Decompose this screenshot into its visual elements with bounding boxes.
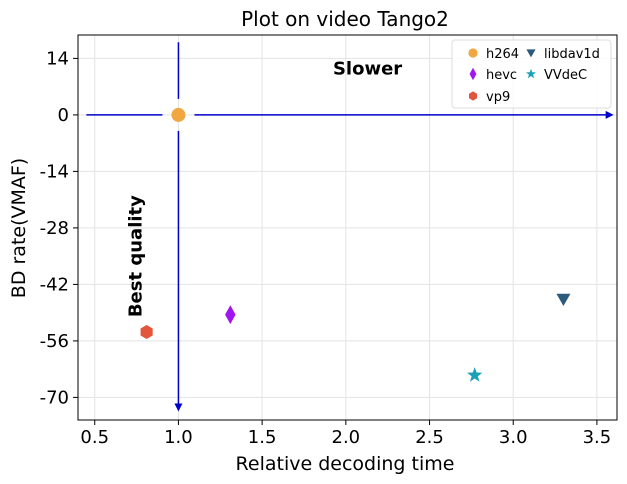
- VVdeC-legend-marker: [525, 68, 537, 79]
- y-tick-label: 0: [58, 105, 69, 126]
- y-tick-label: 14: [46, 48, 69, 69]
- y-tick-label: -42: [40, 274, 69, 295]
- h264-point: [171, 107, 186, 122]
- h264-legend-marker: [468, 48, 478, 58]
- slower-annotation: Slower: [333, 59, 402, 80]
- best-quality-annotation: Best quality: [126, 195, 147, 317]
- y-tick-label: -14: [40, 161, 69, 182]
- vp9-legend-marker: [469, 91, 477, 101]
- y-tick-label: -28: [40, 218, 69, 239]
- x-tick-label: 0.5: [80, 427, 109, 448]
- legend-label: hevc: [486, 68, 517, 83]
- data-points: [140, 107, 571, 382]
- hevc-legend-marker: [469, 67, 477, 81]
- legend-item-h264: h264: [468, 47, 519, 62]
- legend-item-vp9: vp9: [469, 90, 510, 105]
- x-tick-label: 3.5: [583, 427, 612, 448]
- vp9-point: [140, 325, 153, 340]
- libdav1d-point: [556, 293, 571, 306]
- legend-item-VVdeC: VVdeC: [525, 68, 587, 83]
- libdav1d-legend-marker: [526, 49, 536, 58]
- legend-label: h264: [486, 47, 519, 62]
- legend-item-hevc: hevc: [469, 67, 517, 83]
- y-axis-ticks: 14 0 -14 -28 -42 -56 -70: [40, 48, 78, 408]
- down-arrowhead: [174, 403, 183, 412]
- x-axis-ticks: 0.5 1.0 1.5 2.0 2.5 3.0 3.5: [80, 420, 611, 448]
- legend: h264 hevc vp9 libdav1d VVdeC: [451, 39, 612, 109]
- annotations: Slower Best quality: [126, 59, 403, 318]
- chart-title: Plot on video Tango2: [241, 7, 449, 31]
- y-axis-title: BD rate(VMAF): [8, 158, 30, 298]
- x-tick-label: 2.0: [332, 427, 361, 448]
- VVdeC-point: [467, 367, 483, 382]
- x-tick-label: 2.5: [415, 427, 444, 448]
- x-tick-label: 3.0: [499, 427, 528, 448]
- x-axis-title: Relative decoding time: [236, 453, 455, 475]
- reference-arrows: [86, 42, 614, 412]
- right-arrowhead: [605, 110, 614, 119]
- x-tick-label: 1.5: [248, 427, 277, 448]
- hevc-point: [225, 305, 236, 325]
- y-tick-label: -70: [40, 387, 69, 408]
- x-tick-label: 1.0: [164, 427, 193, 448]
- legend-label: VVdeC: [544, 68, 587, 83]
- legend-label: vp9: [486, 90, 510, 105]
- legend-label: libdav1d: [544, 47, 600, 62]
- y-tick-label: -56: [40, 331, 69, 352]
- legend-item-libdav1d: libdav1d: [526, 47, 600, 62]
